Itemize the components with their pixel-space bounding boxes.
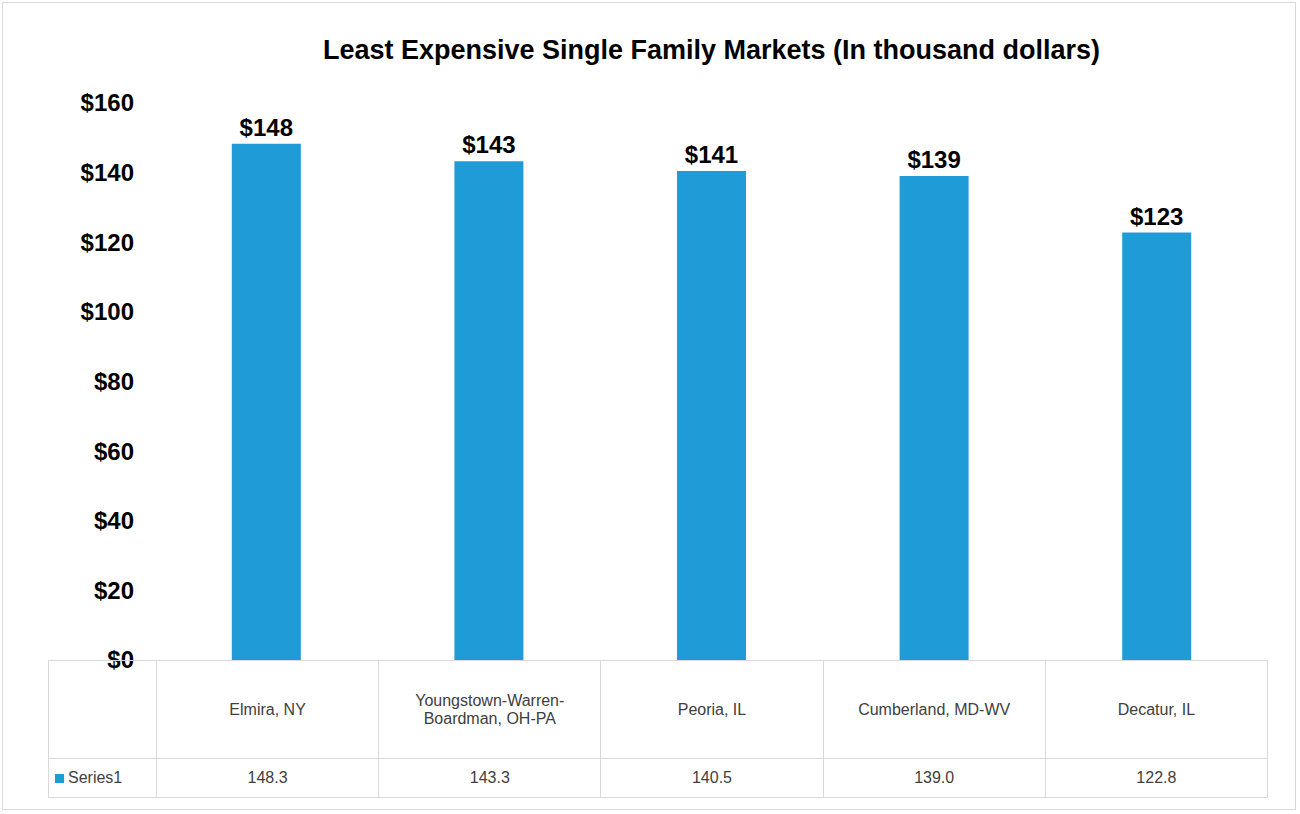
svg-text:$139: $139 (907, 146, 960, 173)
svg-text:$123: $123 (1130, 203, 1183, 230)
html-text:Peoria, IL: Peoria, IL (677, 700, 747, 718)
svg-text:$60: $60 (94, 438, 134, 465)
svg-text:$148: $148 (240, 114, 293, 141)
html-text:Youngstown-Warren-Boardman, OH: Youngstown-Warren-Boardman, OH-PA (415, 691, 565, 727)
html-text:Decatur, IL: Decatur, IL (1117, 700, 1196, 718)
svg-text:$20: $20 (94, 577, 134, 604)
svg-text:$143: $143 (462, 131, 515, 158)
svg-text:Least Expensive Single Family: Least Expensive Single Family Markets (I… (323, 35, 1100, 65)
svg-text:$141: $141 (685, 141, 738, 168)
svg-text:$140: $140 (81, 159, 134, 186)
html-text:140.5: 140.5 (691, 769, 732, 786)
html-text:Elmira, NY: Elmira, NY (229, 700, 306, 718)
html-text:139.0: 139.0 (914, 769, 955, 786)
svg-text:$100: $100 (81, 298, 134, 325)
svg-text:$80: $80 (94, 368, 134, 395)
html-text:143.3: 143.3 (469, 769, 510, 786)
html-text:Series1: Series1 (68, 769, 123, 786)
html-text:Cumberland, MD-WV: Cumberland, MD-WV (858, 700, 1011, 718)
svg-text:$0: $0 (107, 646, 134, 674)
html-text:122.8: 122.8 (1136, 769, 1177, 786)
svg-text:$120: $120 (81, 229, 134, 256)
html-text:148.3: 148.3 (247, 769, 288, 786)
svg-text:$160: $160 (81, 89, 134, 116)
svg-text:$40: $40 (94, 507, 134, 534)
